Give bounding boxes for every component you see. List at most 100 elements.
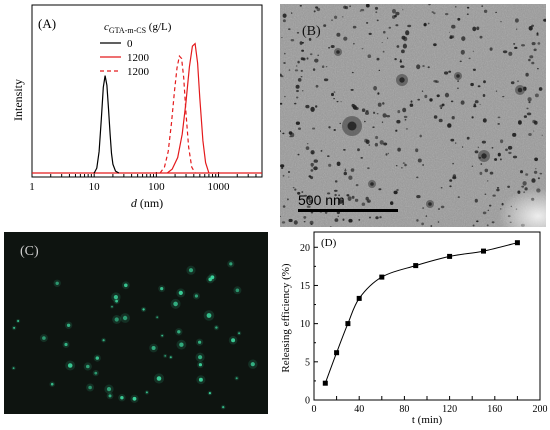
tem-particle [450,138,455,142]
y-tick-label: 20 [300,243,310,254]
fluorescent-spot [161,334,164,337]
tem-particle [451,24,456,29]
tem-particle [444,92,450,98]
fluorescent-spot [120,396,124,400]
x-axis-label: t (min) [412,414,443,425]
tem-particle [354,107,359,110]
fluorescent-spot [50,382,54,386]
tem-particle [427,66,430,69]
tem-particle [358,218,361,221]
fluorescent-spot [198,377,203,382]
tem-particle [472,68,476,72]
data-point [322,380,328,386]
tem-particle [305,146,310,151]
data-point [514,240,520,246]
tem-particle [433,12,436,15]
x-tick-label: 0 [312,404,317,415]
tem-particle [312,68,316,71]
tem-particle [461,36,466,41]
tem-particle [405,30,410,36]
tem-particle [486,180,489,182]
tem-particle [397,110,401,114]
tem-particle [348,218,353,223]
tem-particle [343,171,347,176]
tem-particle [533,130,535,132]
tem-particle [533,170,538,174]
tem-particle [372,126,375,128]
x-axis-ticks: 1 10 100 1000 [29,172,263,193]
fluorescent-spot [64,342,68,347]
tem-particle [294,102,297,105]
tem-particle [334,218,339,222]
tem-particle [477,146,480,148]
tem-particle [528,133,532,136]
tem-particle [382,113,387,118]
tem-particle [536,34,539,36]
tem-particle [355,184,359,187]
fluorescent-spot [164,355,167,357]
tem-particle [528,101,531,104]
fluorescent-spot [156,316,159,319]
tem-particle [306,143,309,145]
tem-particle [402,9,404,11]
tem-particle [472,224,475,227]
tem-particle [457,196,460,199]
tem-aggregate-core [347,121,357,131]
tem-particle [333,98,335,100]
tem-particle [360,8,365,12]
x-tick-label: 1 [29,181,35,193]
tem-particle [466,6,470,9]
tem-particle [367,167,370,170]
tem-particle [288,218,293,223]
tem-particle [526,112,532,116]
legend-label: 1200 [127,66,150,78]
tem-particle [310,106,315,112]
tem-particle [386,115,391,118]
tem-particle [395,165,398,167]
tem-particle [515,28,518,30]
fluorescent-spot [115,299,118,303]
legend: cGTA-m-CS (g/L) 0 1200 1200 [100,21,172,78]
legend-label: 0 [127,38,133,50]
tem-particle [337,215,340,217]
tem-particle [534,120,538,125]
tem-particle [513,43,516,45]
fluorescent-spot [231,338,236,343]
tem-particle [529,55,534,59]
tem-aggregate-core [428,202,432,206]
scale-bar [298,209,398,212]
tem-particle [292,187,295,189]
panel-a-size-distribution: (A) Intensity d (nm) 1 10 100 1000 cGTA-m-C… [0,0,275,212]
tem-particle [343,5,347,9]
tem-particle [452,174,457,179]
tem-particle [476,26,480,31]
tem-particle [436,94,440,98]
tem-particle [367,54,372,58]
tem-particle [350,168,355,172]
tem-particle [289,135,292,138]
fluorescent-spot [198,340,202,344]
tem-particle [419,134,422,138]
data-point [334,350,340,356]
tem-particle [440,187,443,189]
tem-particle [300,76,303,78]
legend-title-unit: (g/L) [146,21,172,33]
tem-particle [460,49,465,55]
tem-particle [297,191,301,195]
tem-particle [300,57,304,61]
tem-particle [381,42,383,43]
x-axis-label-symbol: d [131,196,138,210]
tem-particle [449,185,452,188]
tem-particle [344,169,347,172]
tem-particle [404,119,407,121]
tem-particle [395,11,400,16]
tem-particle [423,22,427,26]
tem-particle [396,45,400,48]
fluorescent-spot [142,308,145,311]
tem-particle [279,102,283,105]
tem-particle [365,3,370,8]
tem-particle [430,225,433,227]
tem-particle [361,48,364,50]
x-tick-label: 200 [533,404,548,415]
tem-particle [366,22,369,24]
